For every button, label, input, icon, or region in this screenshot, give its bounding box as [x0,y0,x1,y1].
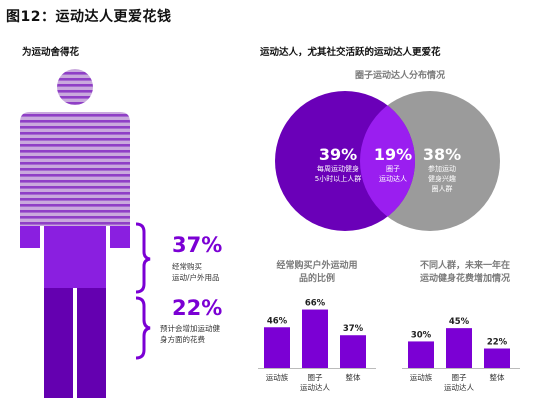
bar-2 [302,309,328,368]
bar-category-label: 运动族 [410,372,433,382]
bar-category-label: 圈子 [308,373,323,382]
bar-chart-2: 30% 运动族 45% 圈子运动达人 22% 整体 [402,317,520,392]
bar-category-label: 整体 [346,372,361,382]
bar-3 [340,335,366,368]
venn-right-line: 圈人群 [431,185,453,193]
bar-chart-2-title: 不同人群，未来一年在 运动健身花费增加情况 [395,260,535,286]
bar-1 [264,327,290,368]
figure-right-leg [77,288,106,398]
page-title: 图12：运动达人更爱花钱 [6,9,172,25]
venn-right-line: 参加运动 [428,165,456,173]
bar-category-label: 运动达人 [300,382,330,392]
venn-overlap-value: 19% [373,145,413,164]
bar-chart-1-title-line: 经常购买户外运动用 [276,261,358,271]
bar-category-label: 运动族 [266,372,289,382]
bar-2 [446,328,472,368]
bar-value-label: 37% [343,324,364,334]
venn-overlap-line: 运动达人 [379,175,407,183]
venn-right-label: 38% 参加运动 健身兴趣 圈人群 [412,146,472,194]
bar-value-label: 45% [449,317,470,327]
stat-37-value: 37% [172,233,223,257]
bar-value-label: 66% [305,299,326,309]
stat-22-value: 22% [172,296,223,320]
bar-chart-1-title-line: 品的比例 [298,274,335,284]
venn-overlap [360,91,415,231]
brace-22 [135,296,151,360]
figure-right-hand [110,226,130,248]
bar-chart-2-title-line: 不同人群，未来一年在 [419,261,510,271]
venn-title: 圈子运动达人分布情况 [354,71,445,81]
stat-22-desc-line: 预计会增加运动健 [160,324,220,333]
stat-37-desc-line: 经常购买 [172,262,202,271]
figure-head [57,69,93,105]
figure-left-leg [44,288,73,398]
bar-chart-1-title: 经常购买户外运动用 品的比例 [252,260,382,286]
venn-right-line: 健身兴趣 [428,175,456,183]
bar-value-label: 30% [411,330,432,340]
venn-left-value: 39% [318,145,358,164]
human-figure [20,69,151,398]
venn-left-line: 每周运动健身 [317,165,359,173]
bar-category-label: 整体 [490,372,505,382]
figure-left-hand [20,226,40,248]
stat-37-desc-line: 运动/户外用品 [172,273,220,282]
venn-overlap-label: 19% 圈子 运动达人 [368,146,418,184]
venn-overlap-line: 圈子 [386,165,400,173]
bar-category-label: 圈子 [452,373,467,382]
bar-chart-1: 46% 运动族 66% 圈子运动达人 37% 整体 [258,299,376,392]
venn-left-line: 5小时以上人群 [314,175,362,183]
left-subtitle: 为运动舍得花 [22,47,80,58]
bar-3 [484,348,510,368]
bar-1 [408,341,434,368]
brace-37 [135,222,151,294]
bar-value-label: 22% [487,338,508,348]
stat-22-desc-line: 身方面的花费 [160,335,205,344]
venn-left-label: 39% 每周运动健身 5小时以上人群 [288,146,388,184]
bar-value-label: 46% [267,316,288,326]
bar-category-label: 运动达人 [444,382,474,392]
stat-22-desc: 预计会增加运动健 身方面的花费 [160,323,220,345]
stat-37-desc: 经常购买 运动/户外用品 [172,261,220,283]
figure-torso [20,112,130,226]
venn-right-value: 38% [422,145,462,164]
right-subtitle: 运动达人，尤其社交活跃的运动达人更爱花 [260,47,441,58]
venn-diagram [275,91,500,231]
bar-chart-2-title-line: 运动健身花费增加情况 [419,274,510,284]
figure-hips [44,226,106,288]
